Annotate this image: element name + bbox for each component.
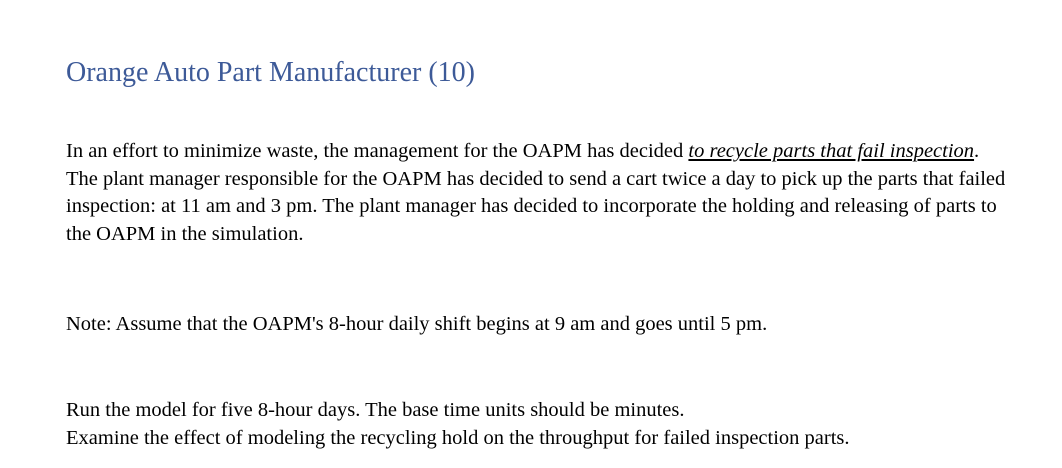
instruction-line: Examine the effect of modeling the recyc… — [66, 426, 850, 449]
paragraph-text-end: . The plant manager responsible for the … — [66, 140, 1006, 245]
document-title: Orange Auto Part Manufacturer (10) — [66, 57, 475, 88]
emphasized-phrase: to recycle parts that fail inspection — [688, 140, 975, 162]
paragraph-text-start: In an effort to minimize waste, the mana… — [66, 140, 689, 162]
note-paragraph: Note: Assume that the OAPM's 8-hour dail… — [66, 313, 768, 335]
problem-description-paragraph: In an effort to minimize waste, the mana… — [66, 138, 1006, 248]
instructions-paragraph: Run the model for five 8-hour days. The … — [66, 397, 1006, 452]
instruction-line: Run the model for five 8-hour days. The … — [66, 399, 685, 421]
